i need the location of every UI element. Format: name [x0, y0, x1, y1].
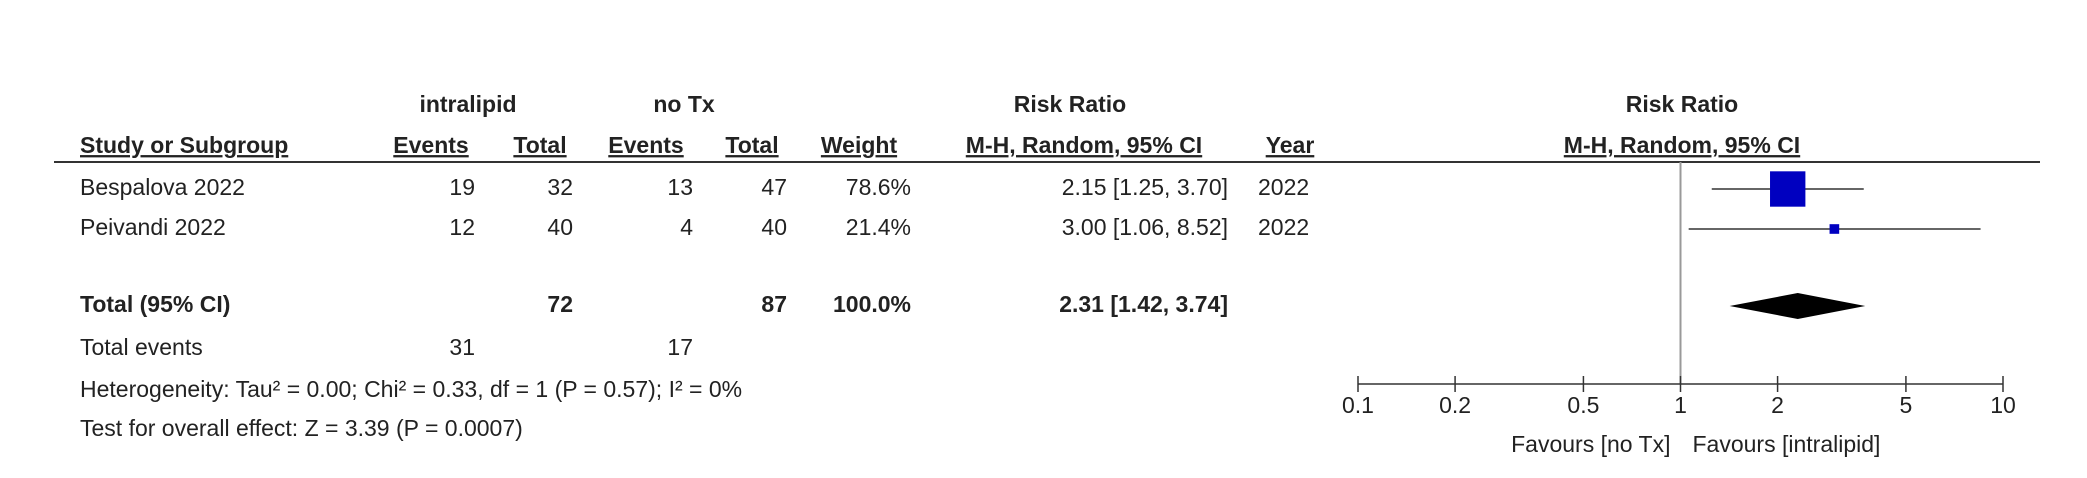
cell: 32: [547, 174, 573, 200]
column-header: Study or Subgroup: [80, 132, 288, 158]
cell: 12: [449, 214, 475, 240]
total-name: Total (95% CI): [80, 291, 230, 317]
cell: 17: [667, 334, 693, 360]
overall-effect: Test for overall effect: Z = 3.39 (P = 0…: [80, 415, 523, 441]
study-name: Peivandi 2022: [80, 214, 226, 240]
column-header: Weight: [821, 132, 898, 158]
method-label: M-H, Random, 95% CI: [1564, 132, 1800, 158]
study-square: [1770, 171, 1806, 207]
cell: 40: [761, 214, 787, 240]
cell: 72: [547, 291, 573, 317]
cell: 47: [761, 174, 787, 200]
total-events-name: Total events: [80, 334, 203, 360]
group-label: no Tx: [653, 91, 715, 117]
x-tick-label: 1: [1674, 392, 1687, 418]
favours-left: Favours [no Tx]: [1511, 431, 1670, 457]
x-tick-label: 5: [1900, 392, 1913, 418]
group-label: intralipid: [419, 91, 516, 117]
x-tick-label: 0.1: [1342, 392, 1374, 418]
cell: 87: [761, 291, 787, 317]
cell: 40: [547, 214, 573, 240]
measure-label: Risk Ratio: [1014, 91, 1126, 117]
cell: 2022: [1258, 174, 1309, 200]
cell: 19: [449, 174, 475, 200]
cell: 3.00 [1.06, 8.52]: [1062, 214, 1228, 240]
x-tick-label: 0.2: [1439, 392, 1471, 418]
x-tick-label: 2: [1771, 392, 1784, 418]
cell: 4: [680, 214, 693, 240]
cell: 100.0%: [833, 291, 911, 317]
cell: 31: [449, 334, 475, 360]
measure-label: Risk Ratio: [1626, 91, 1738, 117]
cell: 78.6%: [846, 174, 911, 200]
cell: 2.31 [1.42, 3.74]: [1059, 291, 1228, 317]
column-header: Total: [725, 132, 778, 158]
study-square: [1829, 224, 1840, 234]
column-header: Total: [513, 132, 566, 158]
cell: 13: [667, 174, 693, 200]
total-diamond: [1729, 293, 1866, 319]
study-name: Bespalova 2022: [80, 174, 245, 200]
heterogeneity: Heterogeneity: Tau² = 0.00; Chi² = 0.33,…: [80, 376, 742, 402]
column-header: Events: [393, 132, 468, 158]
favours-right: Favours [intralipid]: [1693, 431, 1881, 457]
column-header: M-H, Random, 95% CI: [966, 132, 1202, 158]
column-header: Events: [608, 132, 683, 158]
x-tick-label: 10: [1990, 392, 2016, 418]
column-header: Year: [1266, 132, 1315, 158]
cell: 2022: [1258, 214, 1309, 240]
x-tick-label: 0.5: [1567, 392, 1599, 418]
cell: 2.15 [1.25, 3.70]: [1062, 174, 1228, 200]
cell: 21.4%: [846, 214, 911, 240]
